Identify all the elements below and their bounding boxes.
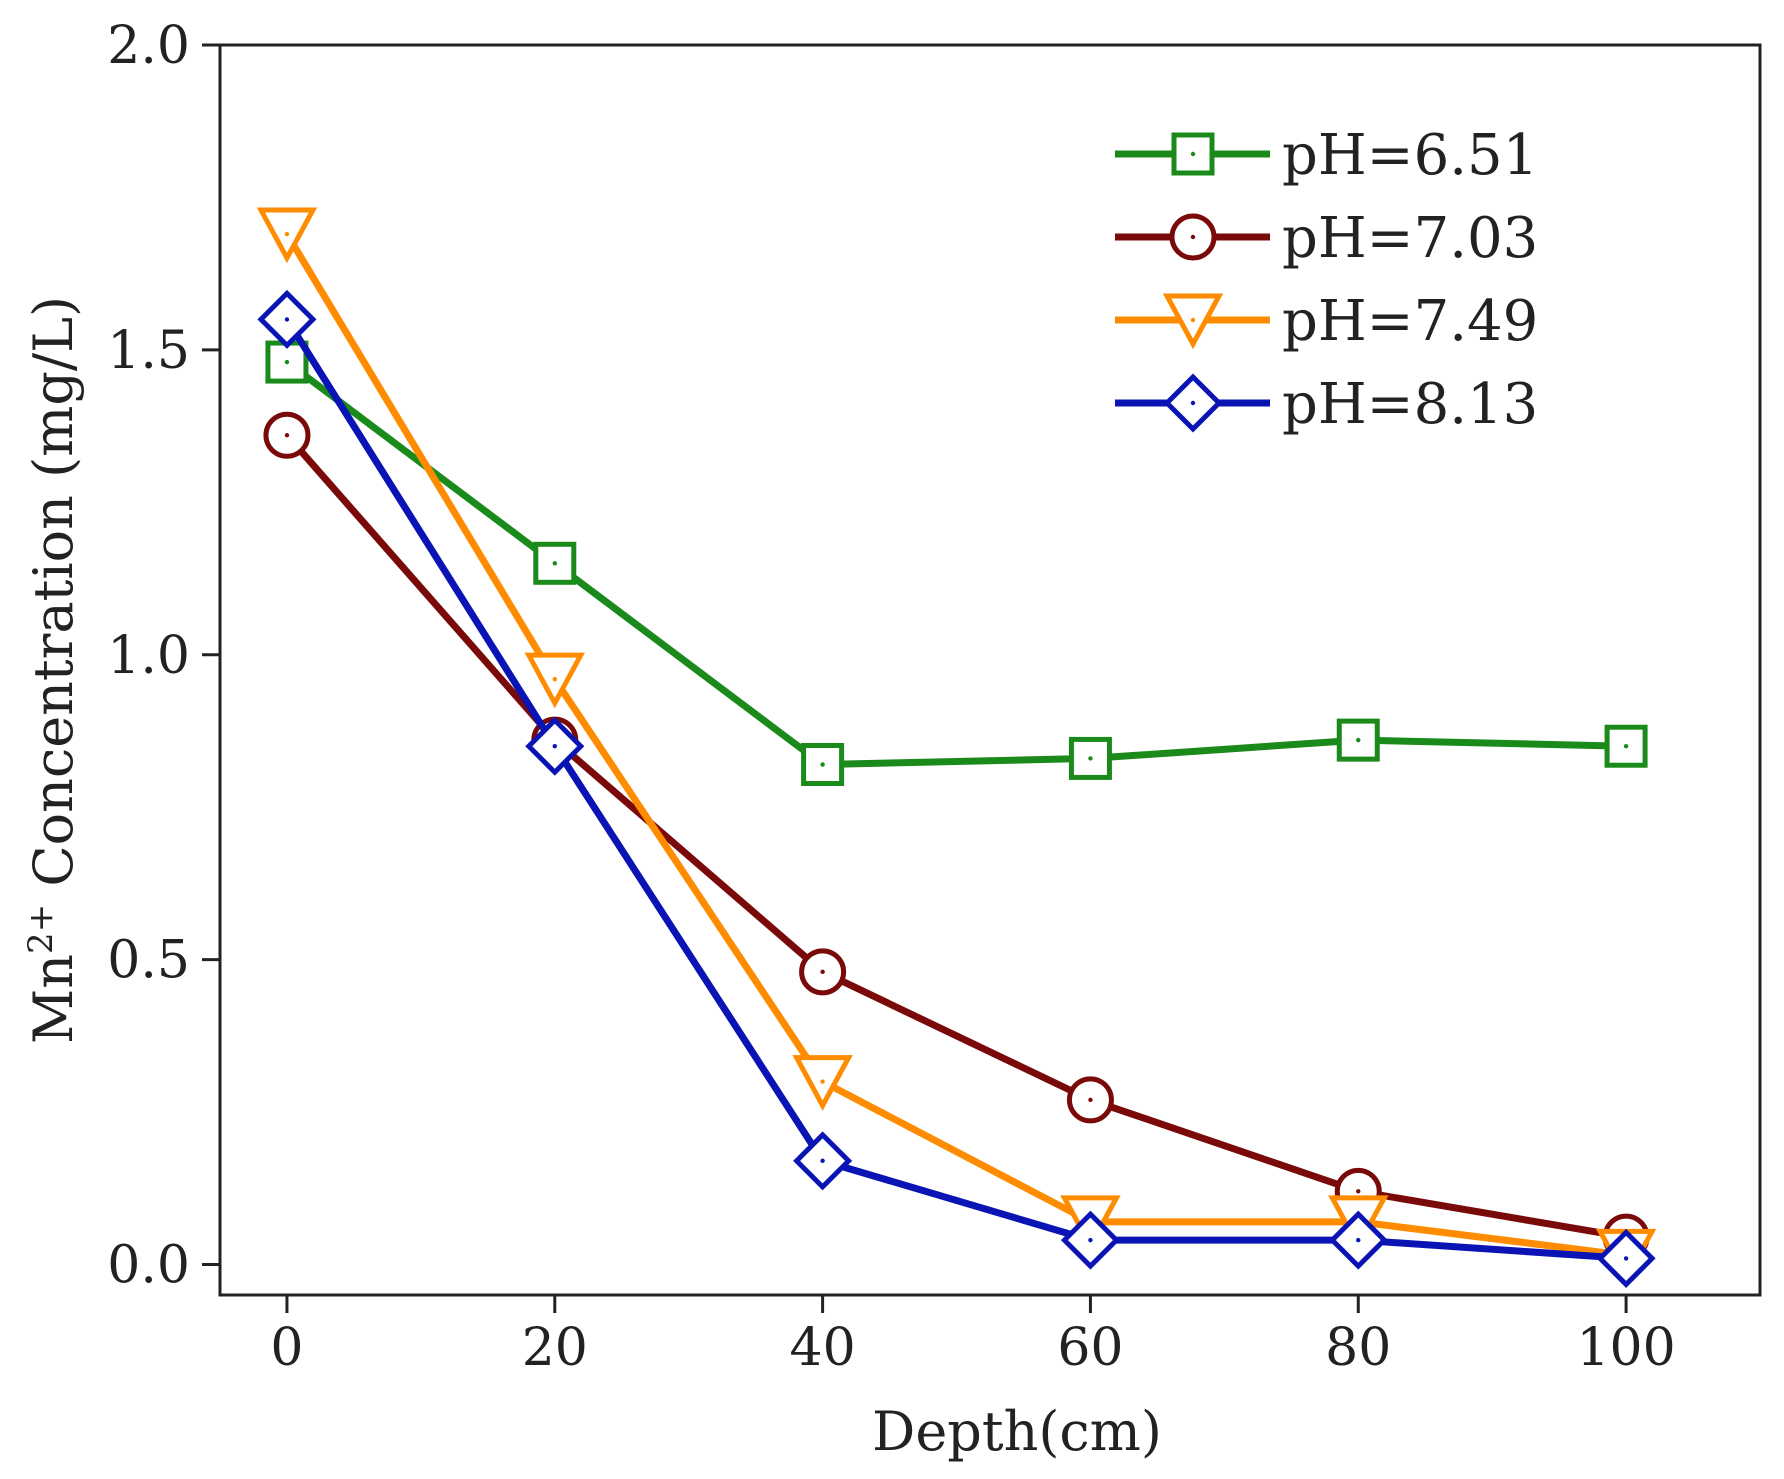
marker-center-dot — [552, 744, 557, 749]
data-point — [1328, 1210, 1388, 1270]
series-line — [284, 359, 1627, 769]
series-1 — [265, 340, 1648, 787]
marker-center-dot — [1623, 744, 1629, 749]
x-axis-label: Depth(cm) — [872, 1400, 1162, 1463]
y-tick-label: 1.0 — [107, 626, 190, 686]
data-point — [1604, 724, 1648, 768]
legend-label: pH=8.13 — [1282, 372, 1538, 437]
x-tick-label: 20 — [522, 1318, 588, 1378]
y-axis-label-superscript: 2+ — [21, 904, 61, 954]
data-point — [524, 652, 585, 709]
legend-marker — [1169, 213, 1217, 261]
marker-center-dot — [1356, 737, 1361, 743]
data-point — [792, 1055, 853, 1111]
marker-center-dot — [1190, 234, 1196, 240]
square-marker — [533, 541, 577, 585]
data-point — [257, 289, 317, 349]
data-point — [1066, 1076, 1114, 1124]
data-point — [799, 948, 847, 996]
y-tick-label: 0.5 — [107, 931, 190, 991]
series-line — [283, 232, 1627, 1259]
legend-label: pH=6.51 — [1282, 123, 1538, 188]
marker-center-dot — [284, 317, 290, 322]
x-axis: 0 20 40 60 80 100 — [270, 1295, 1676, 1378]
legend-item: pH=6.51 — [1115, 123, 1538, 188]
marker-center-dot — [552, 676, 557, 682]
x-tick-label: 0 — [270, 1318, 303, 1378]
marker-center-dot — [820, 1079, 825, 1084]
data-point — [256, 207, 318, 264]
plot-frame — [218, 43, 1762, 1297]
legend: pH=6.51 pH=7.03 pH=7.49 pH=8.13 — [1115, 123, 1538, 437]
marker-center-dot — [1088, 1237, 1093, 1243]
marker-center-dot — [284, 231, 290, 237]
marker-center-dot — [1356, 1237, 1361, 1243]
data-point — [1068, 736, 1112, 780]
data-point — [263, 411, 311, 459]
data-point — [793, 1131, 853, 1191]
data-point — [801, 743, 845, 787]
legend-item: pH=8.13 — [1115, 372, 1538, 437]
marker-center-dot — [284, 433, 290, 438]
legend-marker — [1163, 373, 1223, 433]
x-tick-label: 40 — [790, 1318, 856, 1378]
marker-center-dot — [820, 762, 825, 767]
y-axis-label-suffix: Concentration (mg/L) — [22, 296, 85, 904]
y-axis-label-prefix: Mn — [22, 954, 85, 1044]
data-point — [1060, 1210, 1120, 1270]
x-tick-label: 80 — [1325, 1318, 1391, 1378]
series-line — [283, 317, 1627, 1262]
marker-center-dot — [1190, 151, 1196, 157]
series-line — [284, 432, 1627, 1241]
y-tick-label: 0.0 — [107, 1236, 190, 1296]
x-tick-label: 100 — [1576, 1318, 1675, 1378]
data-point — [533, 541, 577, 585]
y-tick-label: 2.0 — [107, 16, 190, 76]
legend-marker — [1162, 293, 1224, 350]
marker-center-dot — [1088, 1097, 1093, 1103]
data-point — [265, 340, 309, 384]
legend-label: pH=7.03 — [1282, 206, 1538, 271]
marker-center-dot — [1356, 1189, 1361, 1194]
series-layer — [256, 207, 1657, 1288]
legend-marker — [1171, 132, 1215, 176]
marker-center-dot — [552, 561, 557, 566]
x-tick-label: 60 — [1057, 1318, 1123, 1378]
marker-center-dot — [1088, 756, 1093, 761]
series-4 — [257, 289, 1656, 1288]
marker-center-dot — [1190, 400, 1196, 406]
marker-center-dot — [820, 969, 825, 975]
legend-item: pH=7.03 — [1115, 206, 1538, 271]
marker-center-dot — [820, 1158, 825, 1164]
legend-label: pH=7.49 — [1282, 289, 1538, 354]
data-point — [525, 716, 585, 776]
marker-center-dot — [1190, 317, 1196, 323]
marker-center-dot — [284, 359, 290, 365]
y-axis: 0.0 0.5 1.0 1.5 2.0 — [107, 16, 220, 1296]
data-point — [1596, 1228, 1656, 1288]
legend-item: pH=7.49 — [1115, 289, 1538, 354]
marker-center-dot — [1623, 1256, 1629, 1261]
y-tick-label: 1.5 — [107, 321, 190, 381]
data-point — [1336, 718, 1380, 762]
y-axis-label: Mn2+ Concentration (mg/L) — [21, 296, 85, 1044]
